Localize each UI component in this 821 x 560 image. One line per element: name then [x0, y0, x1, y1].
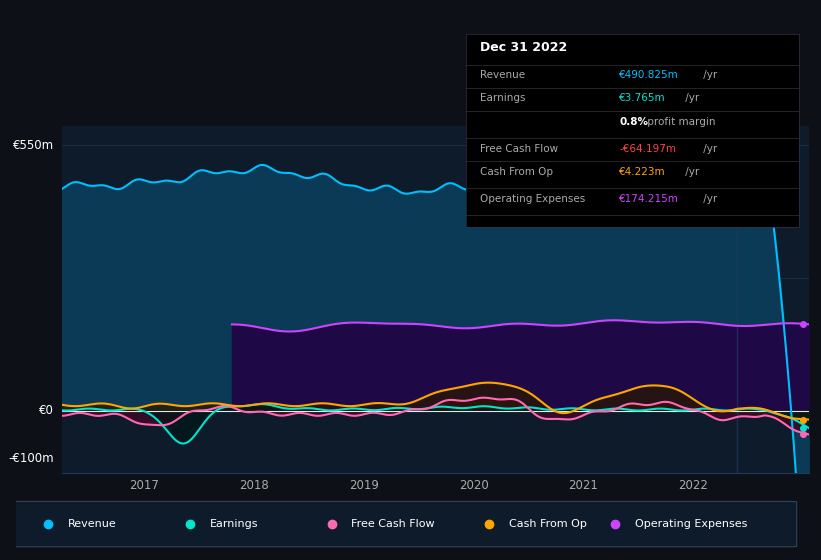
Text: Earnings: Earnings	[209, 519, 258, 529]
Text: Revenue: Revenue	[67, 519, 117, 529]
Text: /yr: /yr	[700, 71, 718, 80]
Text: /yr: /yr	[682, 167, 699, 177]
Text: €550m: €550m	[13, 139, 54, 152]
FancyBboxPatch shape	[8, 501, 796, 547]
Text: /yr: /yr	[700, 194, 718, 204]
Text: Cash From Op: Cash From Op	[479, 167, 553, 177]
Text: /yr: /yr	[700, 144, 718, 154]
Text: Earnings: Earnings	[479, 94, 525, 104]
Text: -€100m: -€100m	[8, 452, 54, 465]
Text: Revenue: Revenue	[479, 71, 525, 80]
Text: -€64.197m: -€64.197m	[619, 144, 677, 154]
Text: €174.215m: €174.215m	[619, 194, 679, 204]
Text: Dec 31 2022: Dec 31 2022	[479, 41, 566, 54]
Text: /yr: /yr	[682, 94, 699, 104]
Text: €0: €0	[39, 404, 54, 417]
Text: Cash From Op: Cash From Op	[509, 519, 587, 529]
Text: Free Cash Flow: Free Cash Flow	[479, 144, 557, 154]
Text: Free Cash Flow: Free Cash Flow	[351, 519, 435, 529]
Text: €4.223m: €4.223m	[619, 167, 666, 177]
Text: Operating Expenses: Operating Expenses	[635, 519, 747, 529]
Text: profit margin: profit margin	[644, 116, 716, 127]
Text: €3.765m: €3.765m	[619, 94, 666, 104]
Text: Operating Expenses: Operating Expenses	[479, 194, 585, 204]
Text: €490.825m: €490.825m	[619, 71, 679, 80]
Text: 0.8%: 0.8%	[619, 116, 649, 127]
